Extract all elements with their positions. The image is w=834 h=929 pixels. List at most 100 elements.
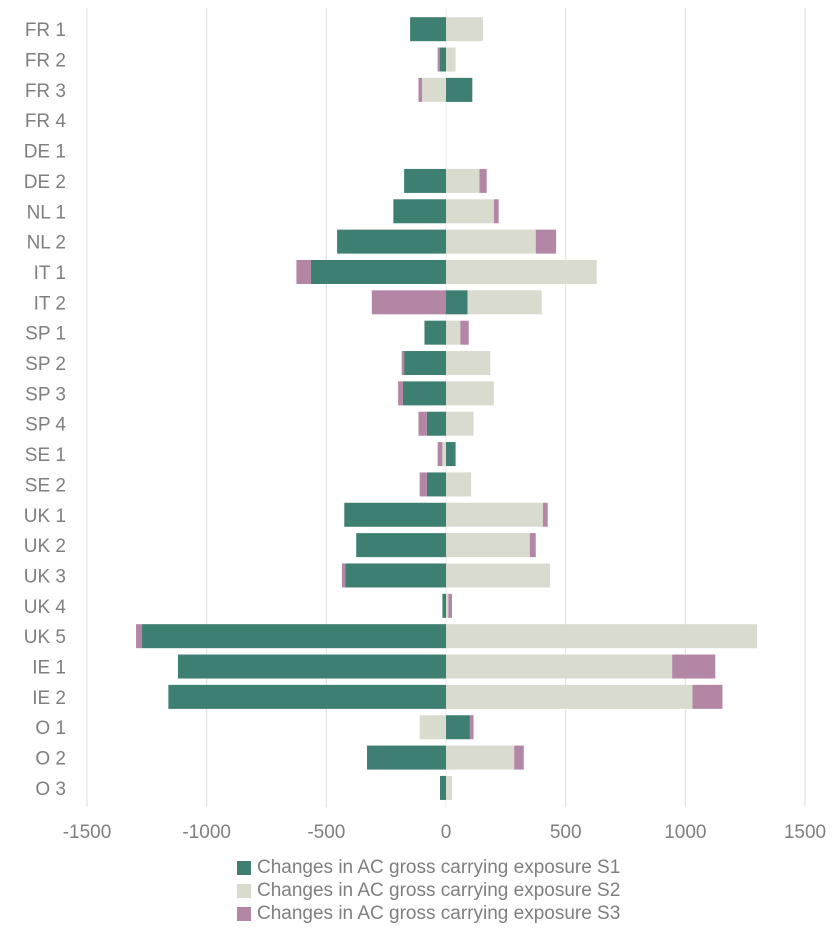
y-tick-label: IE 1 [32, 658, 66, 679]
bar-s1 [310, 259, 446, 284]
x-tick-label: 500 [550, 822, 582, 843]
bar-s2 [446, 411, 474, 436]
y-tick-label: DE 1 [24, 142, 66, 163]
legend-label-s3: Changes in AC gross carrying exposure S3 [257, 902, 621, 924]
y-axis-labels: FR 1 FR 2 FR 3 FR 4 DE 1 DE 2 NL 1 NL 2 IT 1 IT 2… [24, 20, 67, 800]
bar-s1 [393, 199, 446, 224]
bars [136, 17, 758, 800]
x-tick-label: -1500 [63, 822, 112, 843]
y-tick-label: UK 4 [24, 597, 67, 618]
bar-s2 [446, 199, 494, 224]
y-tick-label: IT 2 [34, 293, 66, 314]
bar-s1 [426, 472, 446, 497]
y-tick-label: SE 2 [25, 475, 66, 496]
bar-s3 [493, 199, 499, 224]
bar-s1 [367, 745, 446, 770]
bar-s3 [448, 593, 452, 618]
x-tick-label: 1500 [784, 822, 826, 843]
bar-s3 [296, 259, 311, 284]
bar-s3 [371, 290, 446, 315]
bar-s2 [446, 381, 494, 406]
bar-s2 [442, 442, 446, 467]
y-tick-label: O 3 [35, 779, 66, 800]
bar-s1 [446, 290, 468, 315]
bar-s2 [446, 775, 452, 800]
x-tick-label: 0 [441, 822, 452, 843]
bar-s3 [437, 442, 443, 467]
bar-s1 [440, 775, 446, 800]
bar-s1 [426, 411, 446, 436]
bar-s2 [446, 17, 484, 42]
bar-s3 [529, 533, 536, 558]
bar-s2 [446, 472, 472, 497]
y-tick-label: FR 1 [25, 20, 66, 41]
legend-swatch-s1 [237, 860, 251, 875]
legend-item-s2: Changes in AC gross carrying exposure S2 [237, 879, 620, 902]
bar-s3 [341, 563, 346, 588]
x-tick-label: -1000 [182, 822, 231, 843]
y-tick-label: FR 2 [25, 51, 66, 72]
bar-s1 [440, 47, 446, 72]
bar-s2 [446, 259, 597, 284]
y-tick-label: FR 4 [25, 111, 67, 132]
bar-s1 [404, 168, 446, 193]
x-tick-label: 1000 [664, 822, 706, 843]
y-tick-label: SP 2 [25, 354, 66, 375]
legend-swatch-s2 [237, 883, 251, 898]
bar-s1 [446, 77, 473, 102]
bar-s2 [467, 290, 542, 315]
bar-s1 [168, 684, 446, 709]
y-tick-label: SE 1 [25, 445, 66, 466]
y-tick-label: DE 2 [24, 172, 66, 193]
bar-s2 [419, 715, 446, 740]
y-tick-label: UK 3 [24, 566, 66, 587]
y-tick-label: IE 2 [32, 688, 66, 709]
bar-s1 [446, 715, 470, 740]
bar-s1 [344, 502, 446, 527]
legend-swatch-s3 [237, 906, 251, 921]
bar-s2 [446, 533, 530, 558]
bar-s3 [437, 47, 441, 72]
x-tick-label: -500 [307, 822, 345, 843]
y-tick-label: UK 5 [24, 627, 66, 648]
bar-s1 [402, 381, 446, 406]
bar-s2 [446, 351, 491, 376]
bar-s2 [446, 47, 456, 72]
y-tick-label: NL 1 [27, 202, 66, 223]
bar-s2 [446, 168, 480, 193]
y-tick-label: SP 1 [25, 324, 66, 345]
bar-s2 [446, 745, 515, 770]
bar-s3 [460, 320, 469, 345]
bar-s1 [424, 320, 446, 345]
bar-s2 [446, 624, 758, 649]
y-tick-label: UK 1 [24, 506, 66, 527]
y-tick-label: UK 2 [24, 536, 66, 557]
bar-s2 [446, 654, 673, 679]
bar-s2 [446, 684, 693, 709]
grid-lines [86, 8, 806, 808]
y-tick-label: SP 4 [25, 415, 66, 436]
y-tick-label: O 2 [35, 749, 66, 770]
y-tick-label: FR 3 [25, 81, 66, 102]
bar-s3 [401, 351, 405, 376]
bar-s2 [446, 229, 536, 254]
legend-label-s2: Changes in AC gross carrying exposure S2 [257, 879, 621, 901]
y-tick-label: SP 3 [25, 384, 66, 405]
bar-s1 [442, 593, 446, 618]
y-tick-label: IT 1 [34, 263, 66, 284]
legend-item-s3: Changes in AC gross carrying exposure S3 [237, 902, 620, 925]
y-tick-label: O 1 [35, 718, 66, 739]
bar-s3 [398, 381, 403, 406]
bar-s2 [446, 593, 449, 618]
bar-s3 [672, 654, 716, 679]
bar-s1 [446, 442, 456, 467]
bar-s3 [419, 472, 427, 497]
bar-s1 [356, 533, 446, 558]
bar-s3 [418, 411, 427, 436]
bar-s3 [514, 745, 524, 770]
bar-s2 [446, 320, 461, 345]
bar-s2 [446, 563, 551, 588]
bar-s1 [410, 17, 446, 42]
bar-s1 [337, 229, 446, 254]
bar-s3 [692, 684, 723, 709]
